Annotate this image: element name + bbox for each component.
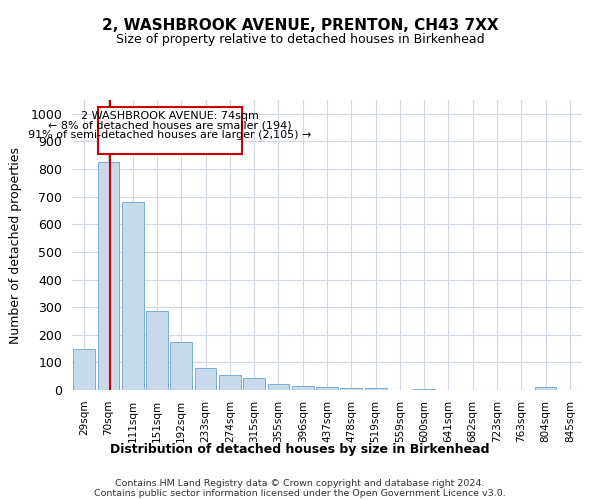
FancyBboxPatch shape xyxy=(97,107,242,154)
Text: Contains HM Land Registry data © Crown copyright and database right 2024.: Contains HM Land Registry data © Crown c… xyxy=(115,478,485,488)
Bar xyxy=(194,368,217,390)
Bar xyxy=(365,388,386,390)
Bar xyxy=(268,384,289,390)
Bar xyxy=(316,387,338,390)
Bar xyxy=(292,386,314,390)
Bar xyxy=(413,389,435,390)
Bar xyxy=(146,312,168,390)
Bar xyxy=(219,375,241,390)
Text: Size of property relative to detached houses in Birkenhead: Size of property relative to detached ho… xyxy=(116,32,484,46)
Text: ← 8% of detached houses are smaller (194): ← 8% of detached houses are smaller (194… xyxy=(48,120,292,130)
Bar xyxy=(535,387,556,390)
Bar xyxy=(170,342,192,390)
Bar xyxy=(97,162,119,390)
Bar xyxy=(243,378,265,390)
Bar xyxy=(340,388,362,390)
Bar xyxy=(122,202,143,390)
Text: Contains public sector information licensed under the Open Government Licence v3: Contains public sector information licen… xyxy=(94,488,506,498)
Text: 2 WASHBROOK AVENUE: 74sqm: 2 WASHBROOK AVENUE: 74sqm xyxy=(81,110,259,120)
Bar xyxy=(73,348,95,390)
Text: 91% of semi-detached houses are larger (2,105) →: 91% of semi-detached houses are larger (… xyxy=(28,130,311,140)
Text: 2, WASHBROOK AVENUE, PRENTON, CH43 7XX: 2, WASHBROOK AVENUE, PRENTON, CH43 7XX xyxy=(101,18,499,32)
Text: Distribution of detached houses by size in Birkenhead: Distribution of detached houses by size … xyxy=(110,442,490,456)
Y-axis label: Number of detached properties: Number of detached properties xyxy=(9,146,22,344)
